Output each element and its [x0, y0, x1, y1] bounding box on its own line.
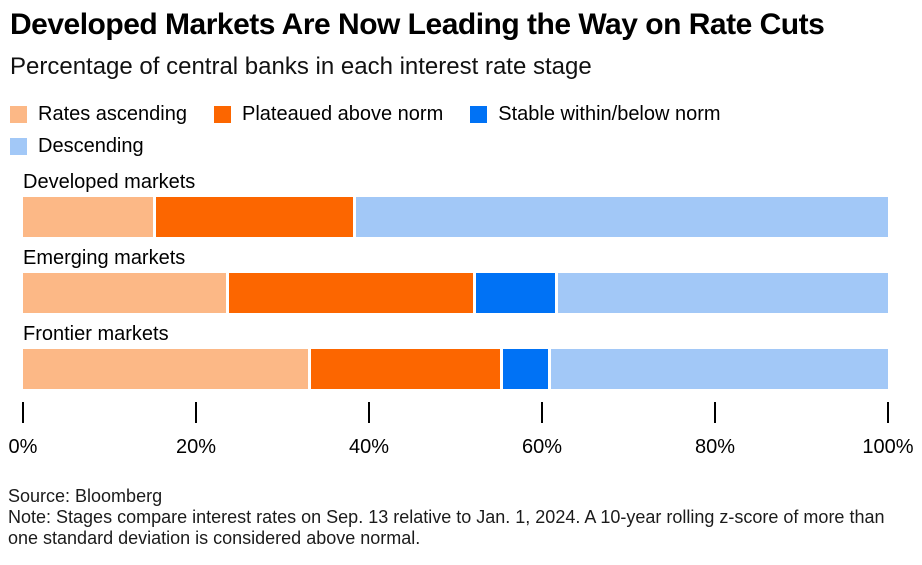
axis-tick [195, 402, 197, 423]
legend-item-4: Descending [10, 134, 144, 158]
stacked-bar [23, 349, 888, 389]
chart-rows: Developed markets Emerging markets Frontie… [0, 170, 922, 389]
chart-title: Developed Markets Are Now Leading the Wa… [10, 8, 825, 41]
chart-row: Developed markets [0, 170, 922, 237]
chart-row: Frontier markets [0, 322, 922, 389]
chart-footer: Source: Bloomberg Note: Stages compare i… [8, 486, 906, 549]
chart-header: Developed Markets Are Now Leading the Wa… [10, 8, 912, 81]
stacked-bar [23, 273, 888, 313]
axis-ticks [22, 402, 889, 423]
axis-tick-label: 80% [694, 436, 736, 458]
bar-segment [23, 273, 229, 313]
legend-label: Plateaued above norm [241, 103, 444, 125]
bar-segment [23, 349, 312, 389]
axis-tick-label: 60% [521, 436, 563, 458]
row-label: Developed markets [23, 171, 196, 193]
legend-swatch [470, 105, 488, 123]
legend-item-2: Plateaued above norm [213, 102, 444, 126]
axis-tick [541, 402, 543, 423]
chart-page: Developed Markets Are Now Leading the Wa… [0, 8, 922, 549]
axis-tick-label: 40% [348, 436, 390, 458]
note-text: Note: Stages compare interest rates on S… [8, 507, 885, 548]
stacked-bar [23, 197, 888, 237]
axis-tick [887, 402, 889, 423]
axis-tick [714, 402, 716, 423]
chart-row: Emerging markets [0, 246, 922, 313]
bar-segment [356, 197, 888, 237]
axis-tick [22, 402, 24, 423]
legend-swatch [10, 105, 27, 123]
bar-segment [551, 349, 888, 389]
axis-labels: 0% 20% 40% 60% 80% 100% [9, 435, 914, 459]
legend-label: Rates ascending [38, 103, 187, 125]
legend-swatch [213, 105, 231, 123]
bar-segment [476, 273, 559, 313]
legend-item-3: Stable within/below norm [470, 102, 721, 126]
legend-label: Stable within/below norm [498, 103, 721, 125]
chart-subtitle: Percentage of central banks in each inte… [10, 53, 592, 80]
row-label: Frontier markets [23, 323, 169, 345]
axis-tick-label: 100% [862, 436, 914, 458]
row-label: Emerging markets [23, 247, 186, 269]
bar-segment [156, 197, 357, 237]
bar-segment [23, 197, 157, 237]
legend-label: Descending [38, 135, 144, 157]
axis-tick-label: 0% [8, 436, 38, 458]
stacked-bar-chart: Developed markets Emerging markets Frontie… [0, 170, 922, 459]
source-text: Source: Bloomberg [8, 486, 163, 506]
axis-tick-label: 20% [175, 436, 217, 458]
axis-tick [368, 402, 370, 423]
legend-swatch [10, 137, 27, 155]
bar-segment [558, 273, 888, 313]
bar-segment [503, 349, 552, 389]
legend: Rates ascending Plateaued above norm Stabl… [10, 102, 820, 158]
bar-segment [311, 349, 504, 389]
legend-item-1: Rates ascending [10, 102, 187, 126]
bar-segment [228, 273, 477, 313]
